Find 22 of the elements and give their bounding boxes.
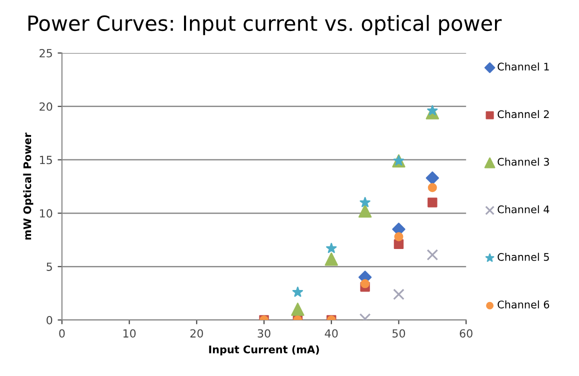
legend-label: Channel 2 bbox=[498, 110, 549, 118]
x-axis-title: Input Current (mA) bbox=[209, 345, 319, 356]
x-tick-label: 50 bbox=[392, 329, 406, 338]
x-tick-label: 30 bbox=[258, 329, 270, 338]
y-tick-label: 0 bbox=[46, 316, 52, 324]
legend-label: Channel 1 bbox=[498, 62, 549, 71]
x-tick-label: 20 bbox=[190, 329, 203, 338]
x-tick-label: 0 bbox=[59, 329, 65, 338]
x-tick-label: 60 bbox=[460, 329, 472, 338]
chart-title: Power Curves: Input current vs. optical power bbox=[28, 14, 502, 36]
x-tick-label: 40 bbox=[324, 329, 338, 338]
y-tick-label: 10 bbox=[40, 209, 52, 218]
legend-label: Channel 6 bbox=[498, 300, 550, 308]
y-tick-label: 20 bbox=[40, 102, 52, 111]
y-axis-title: mW Optical Power bbox=[23, 132, 34, 240]
x-tick-label: 10 bbox=[123, 329, 136, 338]
legend-label: Channel 5 bbox=[498, 252, 549, 261]
y-tick-label: 15 bbox=[40, 156, 52, 164]
y-tick-label: 5 bbox=[46, 262, 52, 271]
legend-label: Channel 3 bbox=[498, 158, 549, 166]
legend-label: Channel 4 bbox=[498, 205, 550, 214]
y-tick-label: 25 bbox=[40, 48, 52, 58]
